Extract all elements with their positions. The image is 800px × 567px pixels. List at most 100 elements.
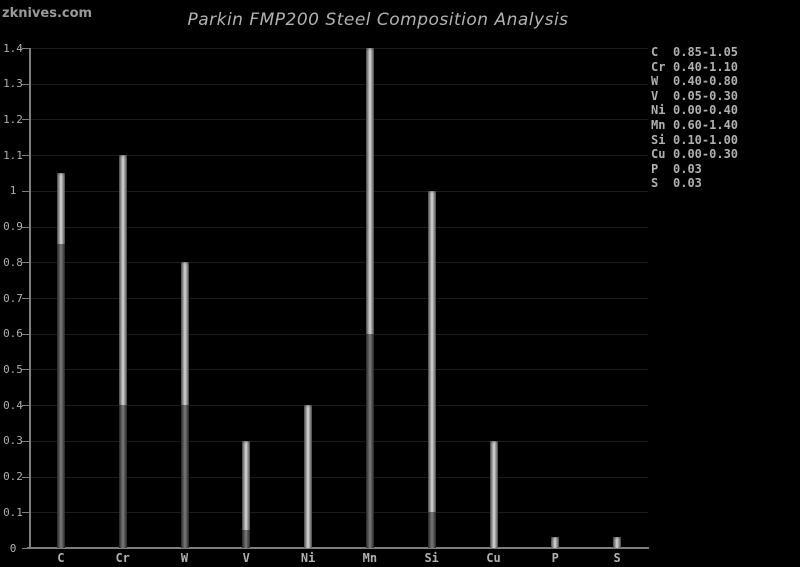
bar	[427, 48, 436, 548]
legend-row: V 0.05-0.30	[651, 89, 738, 104]
y-tick	[22, 48, 29, 49]
legend-row: P 0.03	[651, 162, 738, 177]
x-category-label: P	[551, 551, 559, 565]
y-tick	[22, 333, 29, 335]
y-tick	[22, 512, 29, 514]
legend-row: S 0.03	[651, 176, 738, 191]
y-tick-label: 0	[9, 541, 17, 555]
bar-base-segment	[118, 405, 127, 548]
y-tick	[22, 298, 29, 299]
legend-element-range: 0.40-0.80	[673, 74, 739, 89]
y-tick-label: 0.2	[3, 470, 23, 484]
gridline	[31, 298, 648, 299]
gridline	[31, 226, 648, 228]
legend-element-symbol: Mn	[651, 117, 666, 132]
y-tick	[22, 548, 29, 549]
bar-base-segment	[242, 530, 251, 548]
y-tick	[22, 405, 29, 407]
legend-element-range: 0.40-1.10	[673, 59, 739, 74]
x-category-label: Mn	[362, 551, 378, 565]
y-tick	[22, 226, 29, 228]
plot-area: 0 0.1 0.2 0.3 0.4 0.5 0.6 0.7 0.8 0.9 1 1.1 1.2 1.3 1.…	[3, 42, 649, 565]
y-tick-label: 0.7	[3, 291, 23, 305]
y-tick-label: 0.6	[3, 327, 23, 341]
bar-base-segment	[365, 333, 374, 548]
legend-element-range: 0.10-1.00	[673, 132, 739, 147]
y-tick	[22, 119, 29, 121]
y-tick-label: 0.5	[3, 362, 23, 376]
legend-element-symbol: C	[651, 45, 659, 59]
legend-element-symbol: Cr	[651, 59, 666, 74]
bar-range-segment	[365, 48, 374, 334]
legend-element-symbol: W	[651, 74, 659, 89]
x-category-label: V	[242, 551, 250, 565]
legend-element-symbol: S	[651, 176, 659, 191]
legend-element-symbol: Cu	[651, 147, 666, 162]
y-tick-label: 1.2	[3, 112, 23, 126]
y-tick-label: 0.8	[3, 255, 23, 269]
bar-range-segment	[427, 190, 436, 513]
gridline	[31, 190, 648, 192]
bar	[242, 48, 251, 548]
legend-row: Mn 0.60-1.40	[651, 118, 738, 133]
gridline	[31, 369, 648, 371]
site-watermark: zknives.com	[2, 6, 93, 21]
y-tick-label: 1.4	[3, 41, 23, 55]
legend-element-symbol: P	[651, 161, 659, 176]
gridline	[31, 48, 648, 49]
bar	[365, 48, 374, 548]
bar	[551, 48, 560, 548]
y-tick-label: 0.4	[3, 398, 23, 412]
chart-title: Parkin FMP200 Steel Composition Analysis	[187, 10, 569, 30]
bar	[489, 48, 498, 548]
bar	[180, 48, 189, 548]
legend-element-range: 0.60-1.40	[673, 117, 739, 132]
bar-range-segment	[613, 537, 622, 548]
y-tick-label: 1.3	[3, 77, 23, 91]
bar-range-segment	[56, 173, 65, 245]
legend-row: Cr 0.40-1.10	[651, 60, 738, 75]
y-tick-label: 1	[9, 184, 17, 198]
bar-base-segment	[56, 244, 65, 548]
y-tick	[22, 440, 29, 442]
y-tick-label: 0.3	[3, 434, 23, 448]
bar	[118, 48, 127, 548]
bar	[56, 48, 65, 548]
legend-element-range: 0.85-1.05	[673, 45, 739, 59]
legend-element-symbol: Si	[651, 132, 666, 147]
x-category-label: Ni	[300, 551, 316, 565]
gridline	[31, 262, 648, 264]
composition-legend: C 0.85-1.05 Cr 0.40-1.10 W 0.40-0.80 V 0.05-0.3…	[651, 45, 738, 191]
legend-element-range: 0.00-0.40	[673, 103, 739, 118]
legend-element-symbol: Ni	[651, 103, 666, 118]
legend-element-range: 0.05-0.30	[673, 88, 739, 103]
bar	[304, 48, 313, 548]
x-category-label: Cu	[486, 551, 501, 565]
y-tick-label: 1.1	[3, 148, 23, 162]
bar-range-segment	[242, 440, 251, 531]
bar-base-segment	[180, 405, 189, 548]
bar-range-segment	[180, 262, 189, 406]
bar-range-segment	[118, 155, 127, 406]
gridline	[31, 440, 648, 442]
x-category-label: S	[613, 551, 621, 565]
x-category-label: Cr	[115, 551, 130, 565]
y-tick	[22, 155, 29, 157]
y-tick	[22, 190, 29, 192]
y-tick-label: 0.1	[3, 505, 23, 519]
y-tick	[22, 262, 29, 264]
y-tick	[22, 476, 29, 478]
bar-range-segment	[551, 537, 560, 548]
gridline	[31, 512, 648, 514]
legend-row: Cu 0.00-0.30	[651, 147, 738, 162]
bar-base-segment	[427, 512, 436, 548]
y-tick	[22, 369, 29, 371]
bar-range-segment	[489, 440, 498, 548]
gridline	[31, 333, 648, 335]
legend-row: W 0.40-0.80	[651, 74, 738, 89]
bar-range-segment	[304, 405, 313, 548]
legend-element-range: 0.03	[673, 161, 702, 176]
y-tick-label: 0.9	[3, 220, 23, 234]
gridline	[31, 476, 648, 478]
